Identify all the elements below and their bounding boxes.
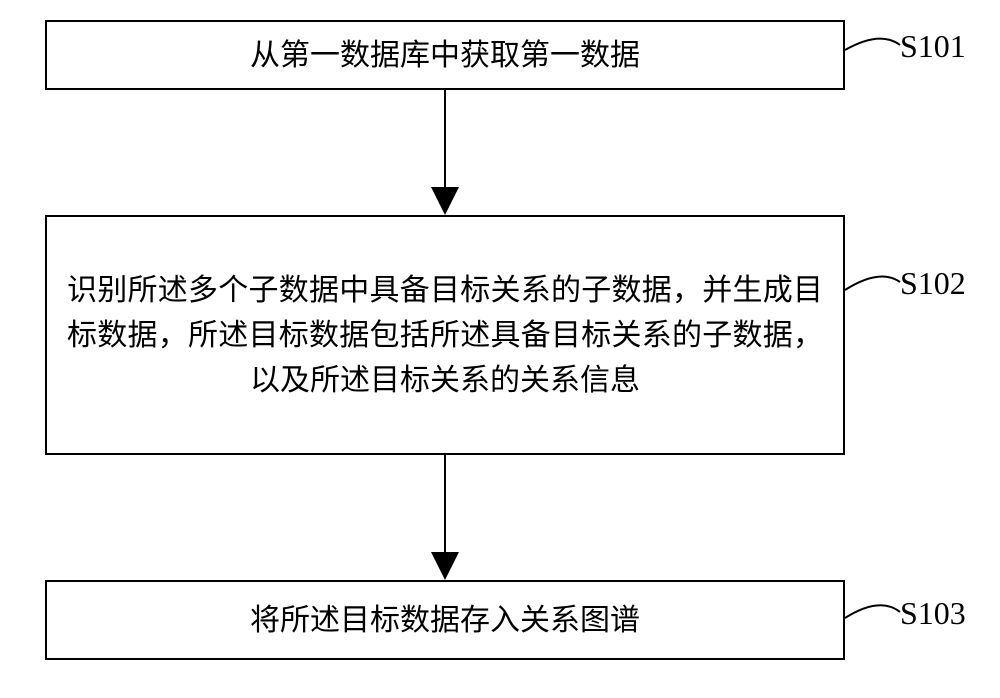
label-connector-s103 (0, 0, 1000, 698)
flowchart-canvas: 从第一数据库中获取第一数据 S101 识别所述多个子数据中具备目标关系的子数据，… (0, 0, 1000, 698)
step-label-s103: S103 (900, 595, 966, 632)
step-label-s103-text: S103 (900, 595, 966, 631)
